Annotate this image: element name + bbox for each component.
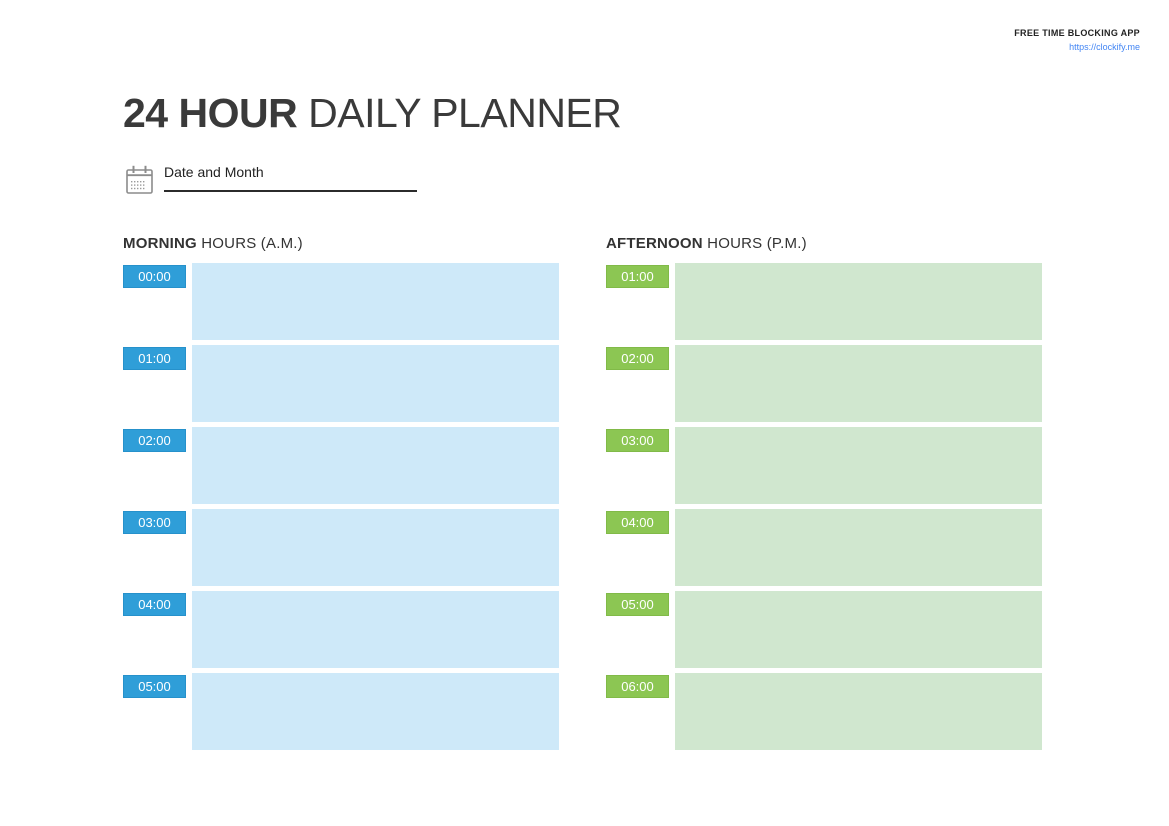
time-badge: 05:00 [123, 675, 186, 698]
date-input-field[interactable]: Date and Month [164, 164, 417, 192]
morning-time-block[interactable] [192, 263, 559, 340]
afternoon-header-bold: AFTERNOON [606, 235, 703, 252]
afternoon-slot-row: 03:00 [606, 427, 1042, 504]
brand-tagline: FREE TIME BLOCKING APP [1014, 28, 1140, 38]
afternoon-time-block[interactable] [675, 263, 1042, 340]
afternoon-time-block[interactable] [675, 427, 1042, 504]
morning-slot-row: 01:00 [123, 345, 559, 422]
morning-time-block[interactable] [192, 673, 559, 750]
morning-slot-row: 04:00 [123, 591, 559, 668]
afternoon-time-block[interactable] [675, 591, 1042, 668]
calendar-icon [126, 165, 153, 194]
time-badge: 02:00 [123, 429, 186, 452]
page-title-bold: 24 HOUR [123, 90, 298, 136]
afternoon-slot-row: 01:00 [606, 263, 1042, 340]
time-badge: 03:00 [606, 429, 669, 452]
afternoon-slot-row: 06:00 [606, 673, 1042, 750]
morning-header: MORNING HOURS (A.M.) [123, 235, 559, 252]
morning-slot-row: 05:00 [123, 673, 559, 750]
planner-grid: MORNING HOURS (A.M.) 00:00 01:00 02:00 03:0… [123, 235, 1042, 750]
morning-rows: 00:00 01:00 02:00 03:00 04:00 05:00 [123, 263, 559, 750]
afternoon-slot-row: 04:00 [606, 509, 1042, 586]
time-badge: 06:00 [606, 675, 669, 698]
afternoon-column: AFTERNOON HOURS (P.M.) 01:00 02:00 03:00 04… [606, 235, 1042, 750]
morning-header-bold: MORNING [123, 235, 197, 252]
time-badge: 03:00 [123, 511, 186, 534]
date-row: Date and Month [126, 164, 1042, 206]
time-badge: 01:00 [123, 347, 186, 370]
afternoon-slot-row: 05:00 [606, 591, 1042, 668]
afternoon-time-block[interactable] [675, 509, 1042, 586]
afternoon-slot-row: 02:00 [606, 345, 1042, 422]
afternoon-time-block[interactable] [675, 673, 1042, 750]
morning-time-block[interactable] [192, 509, 559, 586]
page-content: 24 HOUR DAILY PLANNER Date and Month MOR… [123, 0, 1042, 750]
time-badge: 02:00 [606, 347, 669, 370]
time-badge: 04:00 [606, 511, 669, 534]
morning-slot-row: 00:00 [123, 263, 559, 340]
morning-column: MORNING HOURS (A.M.) 00:00 01:00 02:00 03:0… [123, 235, 559, 750]
morning-header-rest: HOURS (A.M.) [196, 235, 303, 252]
morning-slot-row: 03:00 [123, 509, 559, 586]
page-title-regular: DAILY PLANNER [297, 90, 622, 136]
afternoon-time-block[interactable] [675, 345, 1042, 422]
morning-time-block[interactable] [192, 427, 559, 504]
morning-time-block[interactable] [192, 345, 559, 422]
clockify-link[interactable]: https://clockify.me [1069, 42, 1140, 52]
time-badge: 01:00 [606, 265, 669, 288]
date-field-label: Date and Month [164, 164, 264, 180]
time-badge: 00:00 [123, 265, 186, 288]
page-title: 24 HOUR DAILY PLANNER [123, 89, 1042, 137]
morning-time-block[interactable] [192, 591, 559, 668]
time-badge: 05:00 [606, 593, 669, 616]
afternoon-header-rest: HOURS (P.M.) [702, 235, 807, 252]
morning-slot-row: 02:00 [123, 427, 559, 504]
afternoon-header: AFTERNOON HOURS (P.M.) [606, 235, 1042, 252]
brand-block: FREE TIME BLOCKING APP https://clockify.… [1014, 25, 1140, 54]
time-badge: 04:00 [123, 593, 186, 616]
afternoon-rows: 01:00 02:00 03:00 04:00 05:00 06:00 [606, 263, 1042, 750]
